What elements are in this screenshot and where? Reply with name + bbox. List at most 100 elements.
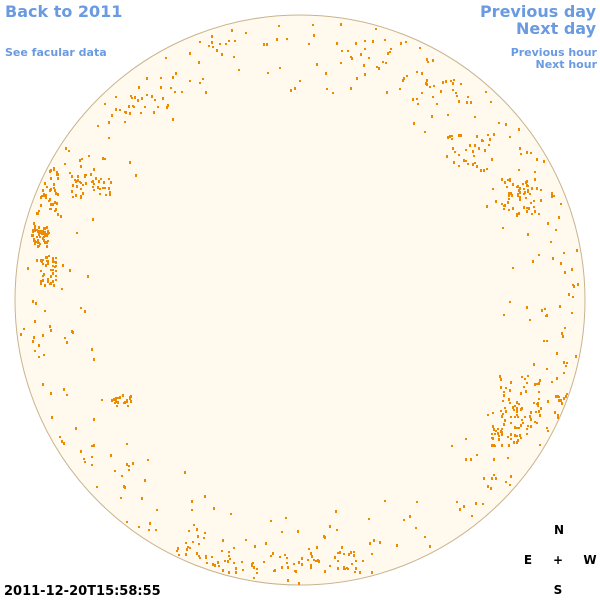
facular-dot xyxy=(551,192,553,195)
facular-dot xyxy=(48,255,50,257)
facular-dot xyxy=(93,418,95,421)
facular-dot xyxy=(103,181,105,184)
facular-dot xyxy=(436,103,438,105)
facular-dot xyxy=(156,509,158,511)
facular-dot xyxy=(114,470,116,472)
facular-dot xyxy=(566,362,568,364)
compass-east: E xyxy=(524,553,532,567)
facular-dot xyxy=(218,565,220,567)
facular-dot xyxy=(187,546,189,548)
facular-dot xyxy=(386,91,388,94)
facular-dot xyxy=(524,416,526,418)
facular-dot xyxy=(546,368,548,370)
facular-dot xyxy=(199,557,201,559)
facular-dot xyxy=(34,230,36,232)
facular-dot xyxy=(206,562,208,564)
facular-dot xyxy=(256,568,258,570)
facular-dot xyxy=(49,170,51,173)
facular-dot xyxy=(316,63,318,66)
facular-dot xyxy=(478,147,480,150)
facular-dot xyxy=(129,161,131,164)
facular-dot xyxy=(492,437,494,440)
facular-dot xyxy=(382,61,384,63)
facular-dot xyxy=(547,400,549,403)
facular-dot xyxy=(186,548,188,551)
facular-dot xyxy=(263,43,265,46)
facular-dot xyxy=(368,57,370,59)
facular-dot xyxy=(97,186,99,189)
facular-dot xyxy=(350,56,352,58)
facular-dot xyxy=(127,405,129,407)
facular-dot xyxy=(43,227,45,230)
facular-dot xyxy=(516,435,518,437)
facular-dot xyxy=(385,62,387,64)
facular-dot xyxy=(505,387,507,389)
facular-dot xyxy=(188,530,190,532)
facular-dot xyxy=(351,57,353,60)
previous-hour-link[interactable]: Previous hour xyxy=(511,46,598,59)
facular-dot xyxy=(409,515,411,518)
facular-dot xyxy=(526,151,528,154)
facular-dot xyxy=(32,300,34,303)
facular-dot xyxy=(192,541,194,543)
facular-dot xyxy=(512,267,514,269)
facular-dot xyxy=(46,256,48,259)
facular-dot xyxy=(41,232,43,235)
facular-dot xyxy=(199,82,201,84)
facular-dot xyxy=(516,410,518,413)
facular-dot xyxy=(111,114,113,117)
facular-dot xyxy=(189,52,191,55)
facular-dot xyxy=(93,168,95,171)
facular-dot xyxy=(270,555,272,557)
facular-dot xyxy=(432,96,434,98)
facular-dot xyxy=(54,189,56,192)
facular-dot xyxy=(105,194,107,196)
facular-dot xyxy=(359,571,361,574)
facular-dot xyxy=(189,547,191,549)
back-link[interactable]: Back to 2011 xyxy=(5,2,122,21)
facular-dot xyxy=(55,208,57,211)
facular-dot xyxy=(40,196,42,199)
next-day-link[interactable]: Next day xyxy=(516,19,597,38)
facular-dot xyxy=(493,133,495,136)
facular-dot xyxy=(419,47,421,49)
facular-dot xyxy=(513,441,515,444)
facular-dot xyxy=(212,563,214,566)
facular-dot xyxy=(523,188,525,190)
facular-dot xyxy=(403,77,405,80)
facular-dot xyxy=(313,559,315,561)
facular-dot xyxy=(458,165,460,167)
facular-dot xyxy=(527,375,529,377)
facular-dot xyxy=(514,416,516,418)
facular-dot xyxy=(561,402,563,405)
next-hour-link[interactable]: Next hour xyxy=(536,58,598,71)
facular-dot xyxy=(199,41,201,43)
facular-dot xyxy=(498,435,500,437)
facular-dot xyxy=(108,137,110,139)
facular-dot xyxy=(177,547,179,550)
facular-dot xyxy=(154,99,156,101)
facular-dot xyxy=(115,96,117,98)
facular-dot xyxy=(57,177,59,180)
facular-dot xyxy=(307,559,309,561)
facular-dot xyxy=(64,163,66,165)
facular-dot xyxy=(52,269,54,271)
facular-dot xyxy=(509,484,511,486)
facular-dot xyxy=(141,497,143,500)
facular-dot xyxy=(545,315,547,317)
facular-dot xyxy=(565,365,567,367)
facular-dot xyxy=(498,122,500,124)
facular-dot xyxy=(32,231,34,233)
facular-dot xyxy=(402,79,404,82)
facular-dot xyxy=(516,213,518,216)
facular-link[interactable]: See facular data xyxy=(5,46,107,59)
facular-dot xyxy=(500,430,502,433)
previous-day-link[interactable]: Previous day xyxy=(480,2,597,21)
facular-dot xyxy=(37,240,39,242)
facular-dot xyxy=(129,112,131,115)
facular-dot xyxy=(458,134,460,137)
facular-dot xyxy=(508,444,510,447)
facular-dot xyxy=(128,105,130,108)
facular-dot xyxy=(281,566,283,569)
facular-dot xyxy=(540,199,542,202)
